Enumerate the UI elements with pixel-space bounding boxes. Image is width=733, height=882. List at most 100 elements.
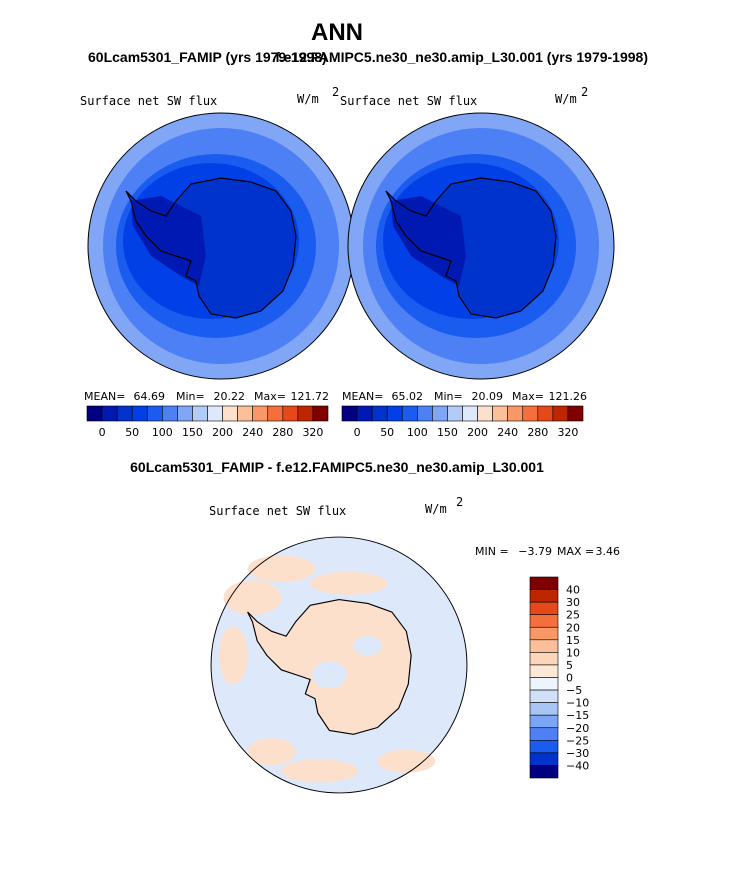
colorbar-label: 15 [566, 634, 580, 647]
color-box [386, 405, 403, 422]
map [88, 113, 354, 379]
colorbar-label: 320 [302, 426, 323, 439]
main-title: ANN [311, 19, 363, 46]
colorbar-label: 100 [407, 426, 428, 439]
color-box [529, 639, 559, 653]
max-value: 3.46 [596, 545, 621, 558]
diff-title: 60Lcam5301_FAMIP - f.e12.FAMIPC5.ne30_ne… [130, 459, 544, 475]
color-box [312, 405, 329, 422]
color-box [162, 405, 178, 422]
color-box [529, 752, 559, 766]
color-box [529, 702, 559, 716]
color-box [417, 405, 433, 422]
min-value: −3.79 [518, 545, 552, 558]
map-panel: Surface net SW flux W/m 2 [340, 85, 614, 379]
color-box [529, 664, 559, 678]
colorbar-label: 320 [557, 426, 578, 439]
color-box [356, 405, 373, 422]
colorbar-label: 200 [212, 426, 233, 439]
colorbar-label: 100 [152, 426, 173, 439]
color-box [177, 405, 193, 422]
colorbar-label: 150 [182, 426, 203, 439]
color-box [522, 405, 539, 422]
colorbar-label: 50 [380, 426, 394, 439]
units: W/m [555, 92, 577, 106]
colorbar-label: −40 [566, 759, 589, 772]
colorbar: 0 50 100 150 200 240 280 320 [86, 405, 329, 439]
color-box [529, 727, 559, 741]
stat-value: 64.69 [134, 390, 166, 403]
color-box [529, 714, 559, 729]
units: W/m [425, 502, 447, 516]
colorbar-label: −10 [566, 697, 589, 710]
color-box [146, 405, 163, 422]
colorbar-label: 30 [566, 596, 580, 609]
stat-label: Max= [512, 390, 544, 403]
color-box [529, 626, 559, 641]
map [210, 536, 468, 794]
color-box [341, 405, 358, 422]
field-label: Surface net SW flux [340, 94, 477, 108]
units-exp: 2 [332, 85, 339, 99]
colorbar-label: 240 [242, 426, 263, 439]
color-box [297, 405, 314, 422]
stat-label: Max= [254, 390, 286, 403]
colorbar-label: 20 [566, 621, 580, 634]
color-box [477, 405, 493, 422]
color-box [529, 677, 559, 691]
colorbar-label: −5 [566, 684, 582, 697]
stat-value: 121.72 [291, 390, 330, 403]
color-box [537, 405, 554, 422]
color-box [529, 614, 559, 628]
colorbar-label: 10 [566, 646, 580, 659]
color-box [529, 652, 559, 666]
units-exp: 2 [581, 85, 588, 99]
colorbar-label: 40 [566, 584, 580, 597]
colorbar-label: 0 [99, 426, 106, 439]
color-box [401, 405, 418, 422]
stats: MEAN= 65.02 Min= 20.09 Max= 121.26 [342, 390, 587, 403]
diff-panel: Surface net SW flux W/m 2 MIN = −3.79 MA… [209, 495, 621, 794]
colorbar-label: 150 [437, 426, 458, 439]
color-box [131, 405, 148, 422]
stat-label: MEAN= [342, 390, 383, 403]
colorbar-label: 50 [125, 426, 139, 439]
color-box [371, 405, 388, 422]
color-box [492, 405, 508, 422]
color-box [267, 405, 284, 422]
colorbar-label: 240 [497, 426, 518, 439]
color-box [507, 405, 524, 422]
color-box [529, 589, 559, 603]
colorbar: 0 50 100 150 200 240 280 320 [341, 405, 584, 439]
color-box [207, 405, 223, 422]
color-box [237, 405, 253, 422]
stat-value: 20.09 [472, 390, 504, 403]
colorbar-label: 0 [354, 426, 361, 439]
panel-subtitle: 60Lcam5301_FAMIP (yrs 1979-1998) [88, 49, 327, 65]
color-box [552, 405, 569, 422]
color-box [462, 405, 478, 422]
color-box [447, 405, 463, 422]
colorbar-label: 200 [467, 426, 488, 439]
color-box [529, 765, 559, 779]
units: W/m [297, 92, 319, 106]
color-box [116, 405, 133, 422]
color-box [529, 689, 559, 703]
colorbar-label: −15 [566, 709, 589, 722]
color-box [252, 405, 269, 422]
color-box [192, 405, 208, 422]
colorbar-label: 280 [527, 426, 548, 439]
color-box [567, 405, 584, 422]
field-label: Surface net SW flux [80, 94, 217, 108]
color-box [282, 405, 299, 422]
color-box [529, 601, 559, 615]
colorbar-label: 5 [566, 659, 573, 672]
map [348, 113, 614, 379]
colorbar-label: −30 [566, 747, 589, 760]
stat-value: 20.22 [214, 390, 246, 403]
max-label: MAX = [557, 545, 594, 558]
units-exp: 2 [456, 495, 463, 509]
colorbar-label: 0 [566, 672, 573, 685]
